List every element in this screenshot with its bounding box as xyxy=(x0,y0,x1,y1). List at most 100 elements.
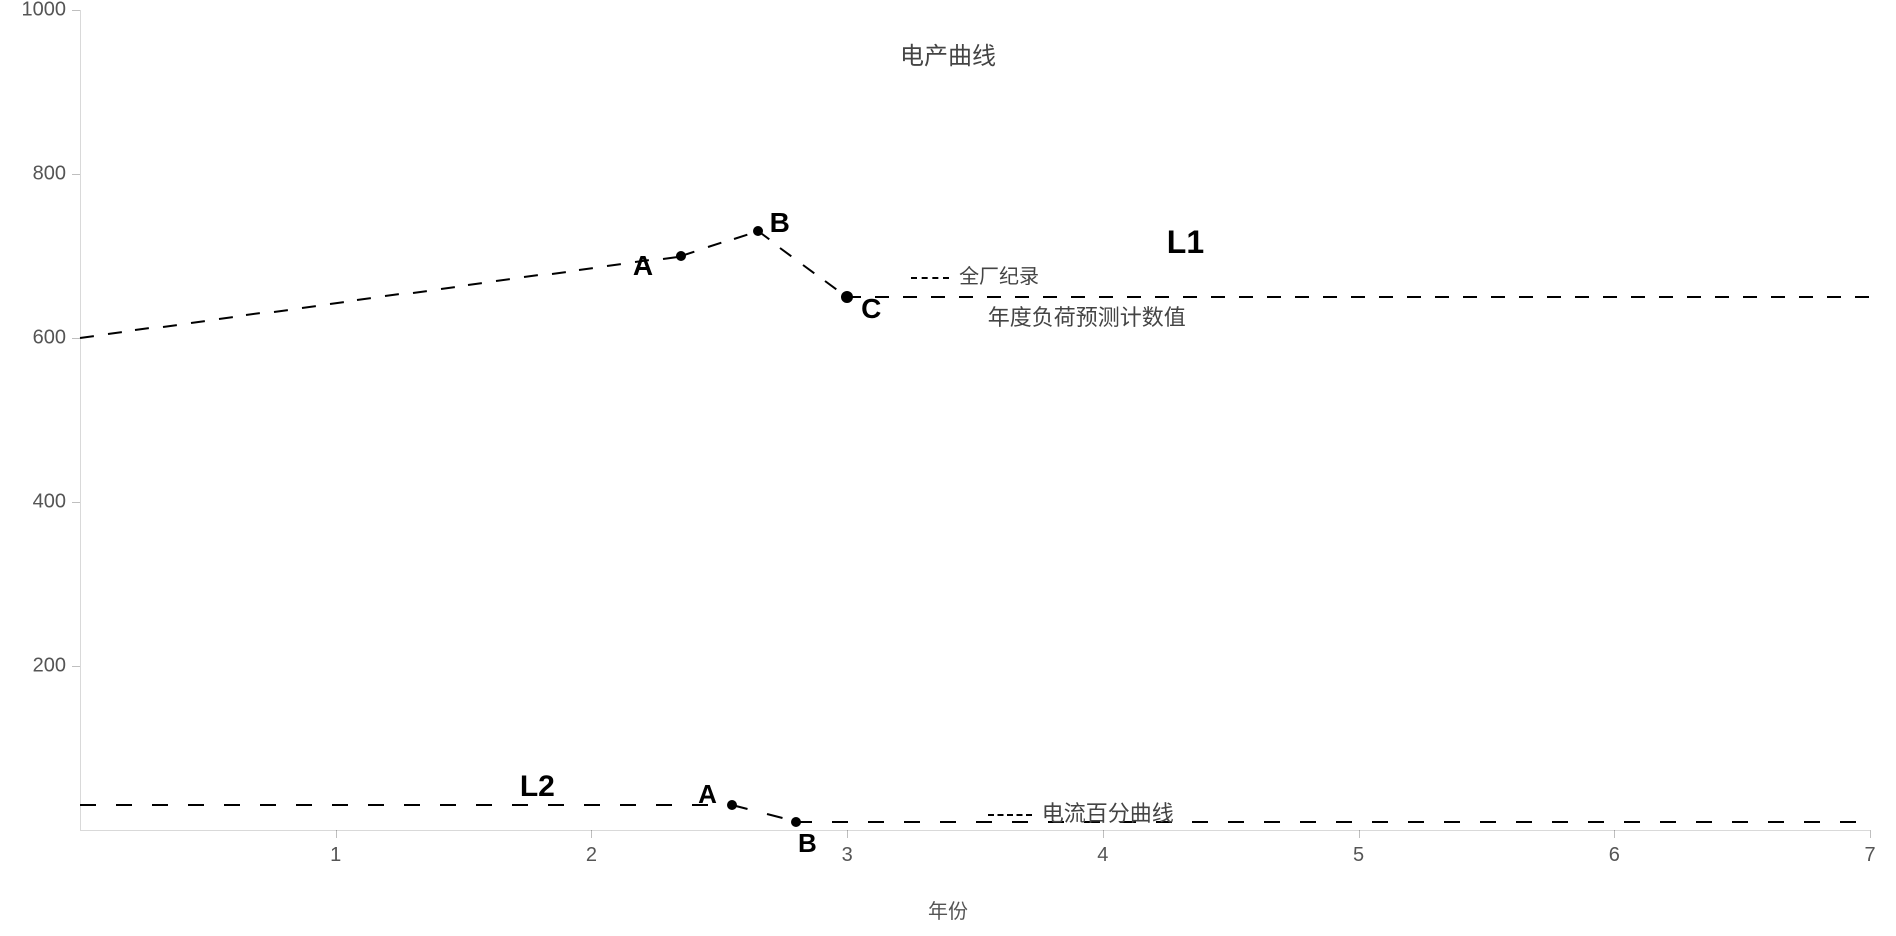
series-l1-seg xyxy=(1183,296,1197,298)
series-l1-seg xyxy=(1407,296,1421,298)
legend-1: 年度负荷预测计数值 xyxy=(988,300,1186,332)
series-l2-seg xyxy=(1372,821,1388,823)
series-l1-seg xyxy=(780,247,792,257)
xtick xyxy=(1614,830,1615,838)
series-l2-seg xyxy=(656,804,672,806)
series-l2-seg xyxy=(152,804,168,806)
series-l2-seg xyxy=(1300,821,1316,823)
ytick-label: 800 xyxy=(33,163,66,186)
xtick xyxy=(591,830,592,838)
series-l2-seg xyxy=(1660,821,1676,823)
series-l1-seg xyxy=(1575,296,1589,298)
series-l1-seg xyxy=(1379,296,1393,298)
chart-title: 电产曲线 xyxy=(900,36,996,71)
legend-text-0: 全厂纪录 xyxy=(959,266,1039,288)
series-l2-seg xyxy=(1696,821,1712,823)
marker-label-l2-A: A xyxy=(698,779,717,810)
series-l1-seg xyxy=(1295,296,1309,298)
series-l1-seg xyxy=(1743,296,1757,298)
marker-label-l2-B: B xyxy=(798,828,817,859)
ytick-label: 1000 xyxy=(22,0,67,22)
series-l2-seg xyxy=(476,804,492,806)
series-l1-seg xyxy=(1687,296,1701,298)
xtick xyxy=(847,830,848,838)
series-l1-seg xyxy=(108,331,122,335)
legend-swatch-2 xyxy=(988,814,1032,816)
series-l1-seg xyxy=(1715,296,1729,298)
series-l1-seg xyxy=(330,301,344,305)
series-l1-seg xyxy=(385,293,399,297)
series-l1-seg xyxy=(524,275,538,279)
series-l1-seg xyxy=(1043,296,1057,298)
series-l1-seg xyxy=(191,320,205,324)
series-l1-seg xyxy=(274,309,288,313)
series-l1-seg xyxy=(413,290,427,294)
series-l2-seg xyxy=(1444,821,1460,823)
series-l1-seg xyxy=(1323,296,1337,298)
legend-0: 全厂纪录 xyxy=(911,260,1039,289)
series-l1-seg xyxy=(987,296,1001,298)
series-l2-seg xyxy=(832,821,848,823)
series-l1-seg xyxy=(357,297,371,301)
series-l1-seg xyxy=(163,324,177,328)
xtick-label: 1 xyxy=(330,844,341,867)
series-l2-seg xyxy=(584,804,600,806)
series-l1-seg xyxy=(441,286,455,290)
series-l2-seg xyxy=(1732,821,1748,823)
series-l2-seg xyxy=(904,821,920,823)
series-l1-seg xyxy=(1855,296,1869,298)
xtick xyxy=(1103,830,1104,838)
chart-root: 电产曲线 年份 20040060080010001234567ABCL1ABL2… xyxy=(0,0,1896,936)
ytick xyxy=(72,502,80,503)
series-l1-seg xyxy=(1127,296,1141,298)
series-l1-seg xyxy=(246,312,260,316)
series-label-l1: L1 xyxy=(1167,224,1204,261)
series-l2-seg xyxy=(767,813,783,819)
series-l1-seg xyxy=(1211,296,1225,298)
series-l1-seg xyxy=(1155,296,1169,298)
series-l1-seg xyxy=(662,256,676,260)
series-l2-seg xyxy=(404,804,420,806)
series-l2-seg xyxy=(1804,821,1820,823)
legend-2: 电流百分曲线 xyxy=(988,796,1174,828)
series-l1-seg xyxy=(1491,296,1505,298)
xtick xyxy=(336,830,337,838)
ytick-label: 400 xyxy=(33,491,66,514)
series-l2-seg xyxy=(1480,821,1496,823)
ytick xyxy=(72,338,80,339)
series-l1-seg xyxy=(1435,296,1449,298)
xtick-label: 3 xyxy=(842,844,853,867)
legend-swatch-0 xyxy=(911,277,949,279)
series-l1-seg xyxy=(734,234,748,240)
series-l2-seg xyxy=(296,804,312,806)
series-l1-seg xyxy=(1099,296,1113,298)
series-l1-seg xyxy=(1267,296,1281,298)
ytick-label: 600 xyxy=(33,327,66,350)
series-l2-seg xyxy=(1336,821,1352,823)
marker-label-l1-A: A xyxy=(633,250,653,282)
marker-label-l1-B: B xyxy=(770,207,790,239)
series-l2-seg xyxy=(548,804,564,806)
xtick-label: 6 xyxy=(1609,844,1620,867)
series-l2-seg xyxy=(332,804,348,806)
series-l1-seg xyxy=(219,316,233,320)
marker-l2-B xyxy=(791,817,801,827)
series-l1-seg xyxy=(903,296,917,298)
xtick-label: 7 xyxy=(1864,844,1875,867)
series-l1-seg xyxy=(1071,296,1085,298)
marker-label-l1-C: C xyxy=(861,293,881,325)
xtick-label: 5 xyxy=(1353,844,1364,867)
series-l2-seg xyxy=(512,804,528,806)
series-l1-seg xyxy=(496,278,510,282)
series-l2-seg xyxy=(1588,821,1604,823)
series-l2-seg xyxy=(1840,821,1856,823)
series-l1-seg xyxy=(1603,296,1617,298)
series-l1-seg xyxy=(1015,296,1029,298)
series-label-l2: L2 xyxy=(520,770,555,804)
series-l1-seg xyxy=(1239,296,1253,298)
series-l1-seg xyxy=(1547,296,1561,298)
series-l2-seg xyxy=(620,804,636,806)
series-l2-seg xyxy=(1228,821,1244,823)
series-l2-seg xyxy=(940,821,956,823)
series-l1-seg xyxy=(80,335,94,339)
